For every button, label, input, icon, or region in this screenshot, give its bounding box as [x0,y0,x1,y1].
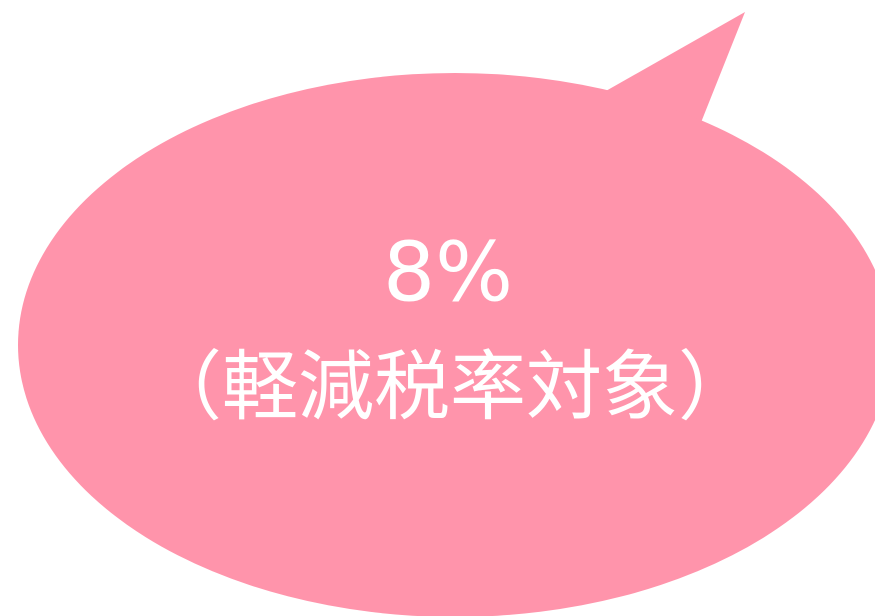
bubble-body [18,73,875,616]
rate-note: （軽減税率対象） [146,342,754,431]
rate-label: 8% [383,225,513,320]
